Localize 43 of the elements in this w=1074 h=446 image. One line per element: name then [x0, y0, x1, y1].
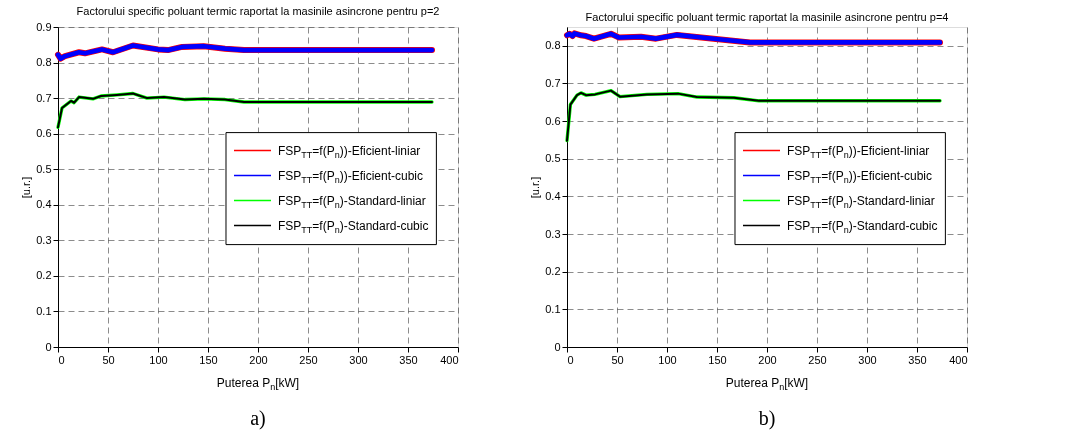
- y-tick-label: 0.6: [545, 114, 561, 127]
- x-tick-label: 350: [399, 353, 418, 366]
- y-tick-label: 0.7: [545, 76, 561, 89]
- x-tick-label: 0: [58, 353, 65, 366]
- y-tick-label: 0.1: [545, 302, 561, 315]
- x-tick-label: 250: [808, 353, 827, 366]
- y-axis-title: [u.r.]: [20, 176, 33, 199]
- x-tick-label: 100: [149, 353, 168, 366]
- y-tick-label: 0.8: [36, 56, 52, 69]
- text: a): [250, 407, 266, 430]
- x-tick-label: 300: [349, 353, 368, 366]
- y-tick-label: 0.5: [36, 162, 52, 175]
- y-tick-label: 0.8: [545, 39, 561, 52]
- x-tick-label: 250: [299, 353, 318, 366]
- y-tick-label: 0.5: [545, 152, 561, 165]
- y-tick-label: 0.7: [36, 91, 52, 104]
- chart-title: Factorului specific poluant termic raportat la masinile asincrone pentru p=2: [76, 5, 440, 17]
- y-tick-label: 0.3: [545, 227, 561, 240]
- text: b): [758, 407, 776, 430]
- y-tick-label: 0.1: [36, 304, 52, 317]
- y-tick-label: 0.3: [36, 233, 52, 246]
- y-tick-label: 0.2: [36, 269, 52, 282]
- x-tick-label: 150: [708, 353, 727, 366]
- y-axis-title: [u.r.]: [529, 176, 542, 199]
- x-tick-label: 200: [758, 353, 777, 366]
- y-tick-label: 0: [45, 340, 52, 353]
- x-tick-label: 0: [567, 353, 574, 366]
- y-tick-label: 0.9: [36, 20, 52, 33]
- x-tick-label: 300: [858, 353, 877, 366]
- y-tick-label: 0.4: [545, 189, 561, 202]
- x-tick-label: 350: [908, 353, 927, 366]
- y-tick-label: 0.4: [36, 198, 52, 211]
- y-tick-label: 0.6: [36, 127, 52, 140]
- x-tick-label: 150: [199, 353, 218, 366]
- x-tick-label: 400: [440, 353, 459, 366]
- y-tick-label: 0.2: [545, 265, 561, 278]
- x-tick-label: 50: [102, 353, 115, 366]
- y-tick-label: 0: [554, 340, 561, 353]
- x-tick-label: 50: [611, 353, 624, 366]
- chart-title: Factorului specific poluant termic raportat la masinile asincrone pentru p=4: [585, 11, 949, 23]
- x-tick-label: 400: [949, 353, 968, 366]
- x-tick-label: 200: [249, 353, 268, 366]
- x-tick-label: 100: [658, 353, 677, 366]
